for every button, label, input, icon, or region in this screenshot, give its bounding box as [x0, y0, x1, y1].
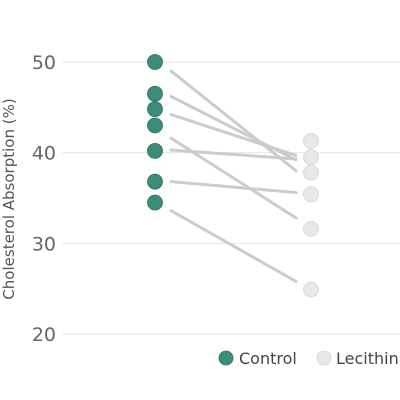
control-point-6: [147, 173, 163, 190]
lecithin-point-5: [303, 220, 319, 237]
control-point-1: [147, 54, 163, 70]
y-tick-label-20: 20: [32, 324, 56, 346]
pair-line-7: [169, 209, 298, 283]
pair-line-3: [169, 113, 298, 157]
paired-lines: [169, 69, 298, 283]
y-tick-label-40: 40: [32, 143, 56, 165]
y-tick-label-50: 50: [32, 52, 56, 74]
y-tick-label-30: 30: [32, 233, 56, 255]
y-axis-title: Cholesterol Absorption (%): [0, 98, 18, 299]
pair-line-1: [169, 69, 298, 173]
legend: Control Lecithin: [218, 349, 399, 368]
legend-control-marker: [218, 350, 234, 366]
legend-lecithin-marker: [316, 350, 332, 366]
control-point-7: [147, 194, 163, 211]
control-point-3: [147, 101, 163, 118]
pair-line-6: [169, 180, 298, 195]
gridlines: [62, 61, 400, 335]
control-point-5: [147, 142, 163, 159]
lecithin-point-3: [303, 164, 319, 181]
lecithin-point-4: [303, 186, 319, 203]
lecithin-point-2: [303, 149, 319, 166]
legend-lecithin-label: Lecithin: [336, 349, 399, 368]
pair-line-5: [169, 148, 298, 161]
control-point-2: [147, 85, 163, 102]
data-points: [147, 54, 319, 298]
lecithin-point-6: [303, 281, 319, 298]
legend-control-label: Control: [239, 349, 297, 368]
y-tick-labels: 20 30 40 50: [32, 52, 56, 346]
lecithin-point-1: [303, 132, 319, 149]
control-point-4: [147, 117, 163, 134]
